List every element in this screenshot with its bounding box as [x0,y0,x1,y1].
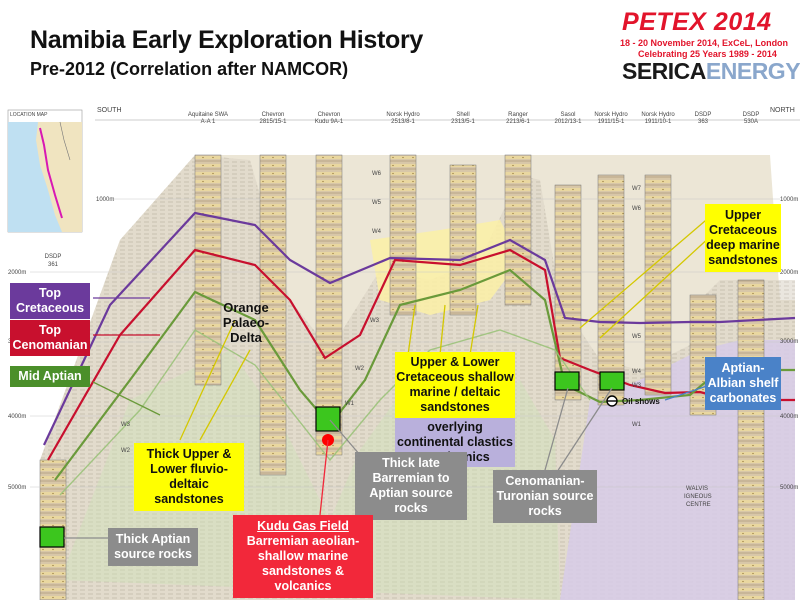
depth-left-4000: 4000m [8,414,26,420]
well-label-dsdp363-id: 363 [698,119,709,125]
callout-kudu-gas-field: Kudu Gas Field Barremian aeolian-shallow… [233,515,373,598]
marker-w5: W5 [372,200,382,206]
marker-w3-n: W3 [632,383,642,389]
callout-upper-cretaceous-deep-marine: Upper Cretaceous deep marine sandstones [705,204,781,272]
marker-w6: W6 [372,171,382,177]
page-title: Namibia Early Exploration History [30,26,423,54]
depth-left-1000: 1000m [96,197,114,203]
well-label-chevron2-id: Kudu 9A-1 [315,119,344,125]
callout-top-cenomanian: Top Cenomanian [10,320,90,356]
marker-w2-s: W2 [121,448,131,454]
petex-celebrating: Celebrating 25 Years 1989 - 2014 [638,49,777,59]
marker-w5-n: W5 [632,334,642,340]
well-label-norsk3-op: Norsk Hydro [641,112,675,118]
depth-right-2000: 2000m [780,270,798,276]
depth-right-3000: 3000m [780,339,798,345]
source-marker-dsdp361 [39,526,65,548]
marker-w6-n: W6 [632,206,642,212]
well-label-shell-id: 2313/5-1 [451,119,475,125]
petex-dates-line: 18 - 20 November 2014, ExCeL, London [620,38,789,48]
well-label-dsdp530-op: DSDP [743,112,760,118]
callout-upper-lower-shallow-marine: Upper & Lower Cretaceous shallow marine … [395,352,515,418]
callout-thick-fluvio-deltaic: Thick Upper & Lower fluvio-deltaic sands… [134,443,244,511]
mid-aptian-horizon [54,268,795,481]
walvis-label: WALVIS IGNEOUS CENTRE [684,486,712,508]
energy-text: ENERGY [705,58,800,84]
well-label-aquitaine-op: Aquitaine SWA [188,112,228,118]
well-label-norsk1-op: Norsk Hydro [386,112,420,118]
well-label-chevron1-id: 2815/15-1 [259,119,287,125]
callout-cenomanian-turonian: Cenomanian-Turonian source rocks [493,470,597,523]
callout-mid-aptian: Mid Aptian [10,366,90,387]
depth-right-1000: 1000m [780,197,798,203]
callout-upper-lower-cretaceous-group: Upper & Lower Cretaceous shallow marine … [395,352,515,467]
marker-w4-n: W4 [632,369,642,375]
well-label-aquitaine-id: A-A 1 [201,119,216,125]
top-cretaceous-horizon [43,211,796,446]
kudu-gas-field-desc: Barremian aeolian-shallow marine sandsto… [246,534,360,593]
oil-shows-label: Oil shows [622,397,660,406]
kudu-gas-field-title: Kudu Gas Field [257,519,349,533]
marker-w4: W4 [372,229,382,235]
source-marker-norsk [599,371,625,391]
petex-dates: 18 - 20 November 2014, ExCeL, London Cel… [620,38,800,60]
well-label-norsk2-op: Norsk Hydro [594,112,628,118]
well-label-dsdp361-op: DSDP [45,254,62,260]
source-marker-sasol [554,371,580,391]
south-label: SOUTH [97,107,122,114]
serica-text: SERICA [622,58,706,84]
well-label-ranger-id: 2213/6-1 [506,119,530,125]
location-map-label: LOCATION MAP [10,112,48,118]
cross-section-diagram: DSDP 361 Aquitaine SWA A-A 1 Chevron 281… [7,107,800,600]
top-cenomanian-horizon [47,248,795,461]
callout-thick-aptian-source: Thick Aptian source rocks [108,528,198,566]
marker-w7-n: W7 [632,186,642,192]
depth-left-2000: 2000m [8,270,26,276]
depth-left-5000: 5000m [8,485,26,491]
callout-overlying-clastics: overlying continental clastics & volcani… [395,418,515,467]
callout-top-cretaceous: Top Cretaceous [10,283,90,319]
well-label-norsk2-id: 1911/15-1 [598,119,625,125]
well-label-sasol-op: Sasol [560,112,575,118]
marker-w1-n: W1 [632,422,642,428]
well-label-chevron2-op: Chevron [318,112,341,118]
callout-aptian-albian-carbonates: Aptian-Albian shelf carbonates [705,357,781,410]
depth-right-4000: 4000m [780,414,798,420]
orange-palaeo-delta-label: Orange Palaeo-Delta [222,300,270,345]
well-label-chevron1-op: Chevron [262,112,285,118]
north-label: NORTH [770,107,795,114]
marker-w2: W2 [355,366,365,372]
well-label-dsdp530-id: 530A [744,119,758,125]
serica-energy-logo: SERICAENERGY [622,58,800,85]
well-label-dsdp361-id: 361 [48,262,59,268]
marker-w1: W1 [345,401,355,407]
well-label-ranger-op: Ranger [508,112,528,118]
well-label-norsk3-id: 1911/10-1 [645,119,672,125]
well-label-shell-op: Shell [456,112,469,118]
callout-thick-late-barremian: Thick late Barremian to Aptian source ro… [355,452,467,520]
marker-w3: W3 [370,318,380,324]
well-label-dsdp363-op: DSDP [695,112,712,118]
petex-logo: PETEX 2014 [622,8,772,36]
marker-w3-s: W3 [121,422,131,428]
depth-right-5000: 5000m [780,485,798,491]
base-horizon [59,329,591,496]
page-subtitle: Pre-2012 (Correlation after NAMCOR) [30,59,349,79]
well-label-norsk1-id: 2513/8-1 [391,119,415,125]
well-label-sasol-id: 2012/13-1 [554,119,582,125]
